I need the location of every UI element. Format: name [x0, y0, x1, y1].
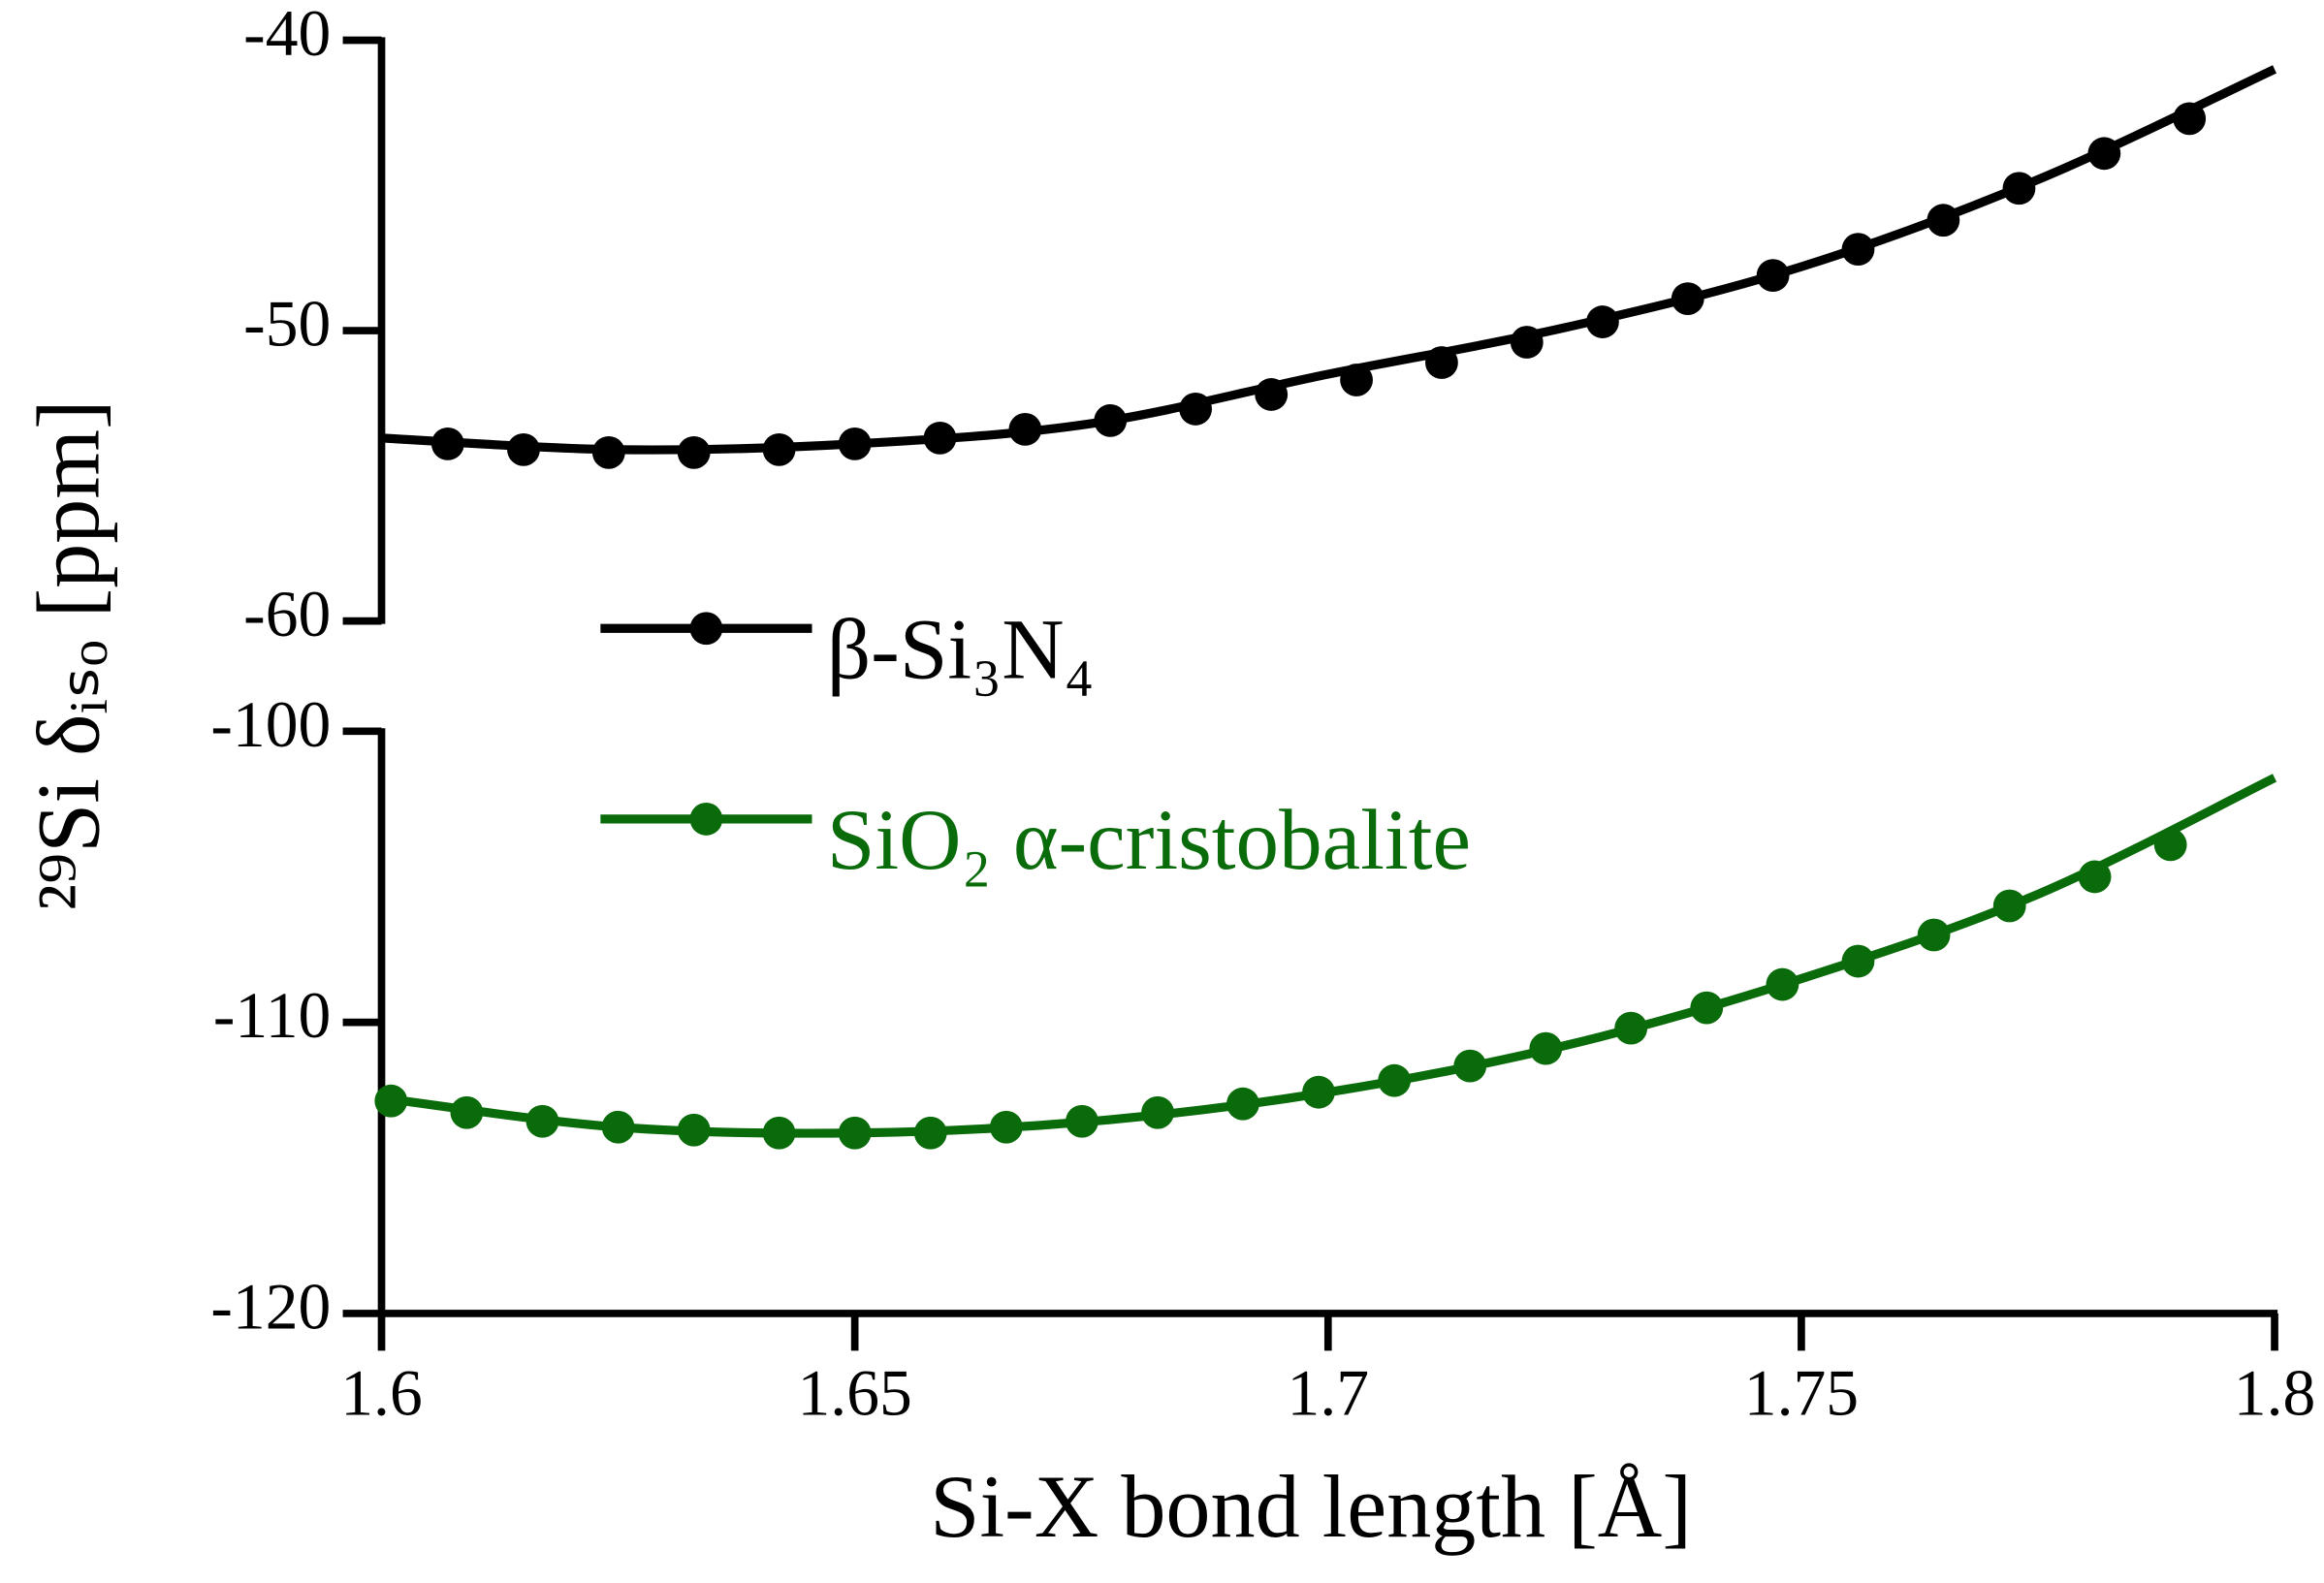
data-point	[525, 1104, 559, 1138]
data-point	[1614, 1011, 1648, 1045]
data-point	[1510, 326, 1544, 359]
data-point	[1529, 1031, 1563, 1065]
data-point	[1378, 1063, 1412, 1097]
y-tick-label: -50	[243, 288, 331, 361]
data-point	[1179, 393, 1213, 426]
legend-label: SiO₂ α-cristobalite	[827, 793, 1471, 888]
data-point	[1066, 1104, 1098, 1138]
y-tick-label: -60	[243, 578, 331, 650]
legend-marker	[689, 803, 723, 836]
data-point	[450, 1095, 484, 1129]
data-point	[1766, 967, 1799, 1001]
data-point	[1841, 233, 1875, 267]
data-point	[2173, 102, 2207, 136]
x-tick-label: 1.75	[1744, 1357, 1859, 1430]
data-point	[1008, 412, 1042, 446]
data-point	[1453, 1049, 1487, 1083]
x-tick-label: 1.8	[2234, 1357, 2315, 1430]
data-point	[507, 432, 540, 466]
data-point	[2087, 137, 2121, 171]
x-tick-label: 1.7	[1288, 1357, 1369, 1430]
data-point	[601, 1110, 635, 1144]
data-point	[1917, 918, 1951, 952]
data-point	[913, 1116, 947, 1150]
data-point	[1226, 1087, 1259, 1121]
data-point	[923, 421, 957, 455]
data-point	[838, 427, 872, 460]
data-point	[762, 432, 796, 466]
x-axis-label: Si-X bond length [Å]	[930, 1457, 1692, 1556]
data-point	[430, 427, 464, 460]
data-point	[838, 1116, 872, 1150]
legend-marker	[689, 612, 723, 646]
data-point	[989, 1110, 1023, 1144]
data-point	[1926, 204, 1960, 237]
data-point	[591, 435, 625, 469]
data-point	[1690, 991, 1724, 1025]
x-tick-label: 1.65	[798, 1357, 912, 1430]
legend-label: β-Si₃N₄	[827, 602, 1095, 697]
data-point	[677, 1113, 711, 1147]
y-tick-label: -110	[213, 979, 331, 1052]
data-point	[1425, 346, 1458, 379]
data-point	[374, 1084, 408, 1118]
data-point	[677, 435, 711, 469]
data-point	[1340, 364, 1373, 396]
data-point	[762, 1116, 796, 1150]
data-point	[1992, 889, 2026, 923]
data-point	[1302, 1075, 1335, 1109]
data-point	[2002, 172, 2036, 206]
data-point	[1586, 305, 1619, 338]
data-point	[1255, 378, 1289, 411]
data-point	[1671, 282, 1704, 315]
fit-line	[381, 65, 2277, 455]
data-point	[1141, 1095, 1174, 1129]
data-point	[1094, 404, 1128, 437]
x-tick-label: 1.6	[340, 1357, 422, 1430]
data-point	[2153, 828, 2187, 862]
y-tick-label: -100	[210, 688, 331, 761]
y-axis-label: ²⁹Si δᵢₛₒ [ppm]	[18, 399, 117, 910]
data-point	[2078, 860, 2112, 894]
data-point	[1841, 944, 1875, 978]
data-point	[1756, 259, 1790, 293]
y-tick-label: -40	[243, 0, 331, 70]
y-tick-label: -120	[210, 1270, 331, 1343]
